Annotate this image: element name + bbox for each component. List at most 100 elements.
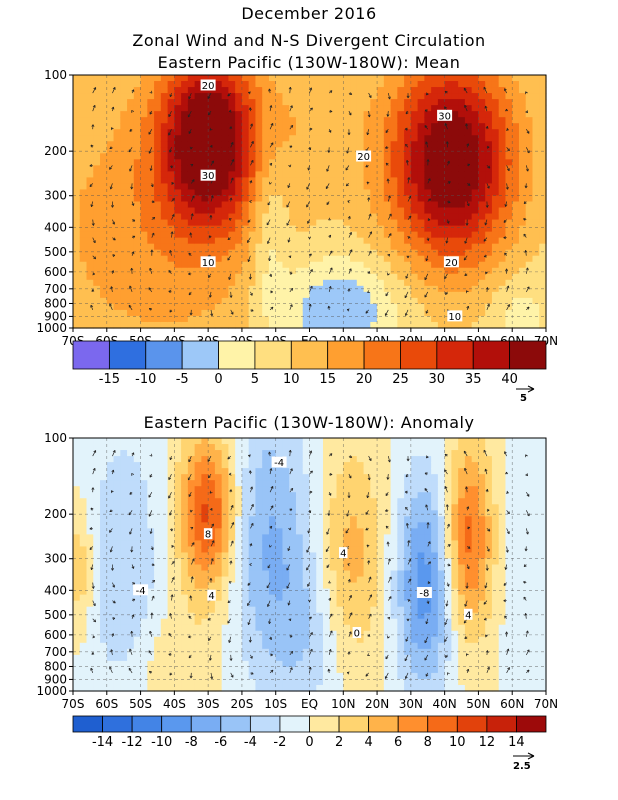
field-cell [437, 171, 446, 178]
field-cell [214, 444, 223, 451]
field-cell [86, 255, 94, 263]
field-cell [424, 189, 432, 197]
field-cell [208, 684, 216, 692]
field-cell [167, 552, 175, 560]
field-cell [181, 81, 189, 88]
vector-arrow-head [346, 308, 350, 312]
field-cell [160, 141, 169, 148]
field-cell [167, 618, 175, 626]
field-cell [248, 588, 257, 596]
field-cell [214, 99, 223, 106]
vector-arrow-head [131, 89, 135, 93]
field-cell [248, 261, 257, 269]
field-cell [154, 552, 162, 560]
field-cell [329, 213, 338, 221]
field-cell [248, 153, 257, 160]
vector-arrow-head [247, 219, 251, 223]
field-cell [268, 153, 277, 160]
vector-arrow-head [444, 276, 447, 279]
field-cell [539, 159, 547, 166]
field-cell [343, 153, 351, 160]
field-cell [532, 75, 540, 82]
field-cell [289, 261, 297, 269]
field-cell [336, 129, 344, 136]
field-cell [390, 117, 398, 124]
field-cell [525, 117, 534, 124]
field-cell [539, 303, 547, 311]
field-cell [73, 672, 81, 680]
field-cell [512, 213, 520, 221]
field-cell [127, 462, 135, 469]
field-cell [444, 297, 452, 305]
field-cell [86, 231, 94, 239]
field-cell [106, 129, 115, 136]
field-cell [235, 129, 243, 136]
vector-arrow-head [447, 200, 451, 204]
field-cell [93, 201, 101, 209]
field-cell [262, 207, 270, 215]
field-cell [316, 309, 324, 317]
colorbar-label: 10 [283, 372, 300, 387]
field-cell [181, 111, 189, 118]
field-cell [174, 147, 182, 154]
field-cell [437, 315, 446, 323]
field-cell [437, 93, 446, 100]
field-cell [262, 456, 270, 463]
field-cell [133, 528, 142, 535]
field-cell [377, 75, 385, 82]
field-cell [343, 183, 351, 191]
field-cell [241, 474, 250, 481]
field-cell [113, 93, 121, 100]
field-cell [93, 660, 101, 668]
field-cell [86, 660, 94, 668]
field-cell [120, 654, 128, 662]
field-cell [451, 279, 459, 287]
field-cell [302, 255, 311, 263]
field-cell [127, 564, 135, 572]
field-cell [343, 219, 351, 227]
field-cell [539, 189, 547, 197]
field-cell [491, 213, 500, 221]
vector-arrow [446, 237, 448, 244]
field-cell [262, 195, 270, 203]
vector-arrow-head [227, 237, 231, 240]
field-cell [437, 159, 446, 166]
field-cell [356, 123, 365, 130]
field-cell [532, 87, 540, 94]
field-cell [241, 225, 250, 233]
field-cell [255, 207, 263, 215]
field-cell [208, 444, 216, 451]
field-cell [194, 600, 202, 608]
field-cell [133, 261, 142, 269]
field-cell [221, 99, 230, 106]
field-cell [167, 642, 175, 650]
field-cell [275, 279, 284, 287]
field-cell [187, 117, 196, 124]
field-cell [208, 273, 216, 281]
field-cell [208, 135, 216, 142]
field-cell [187, 231, 196, 239]
field-cell [336, 93, 344, 100]
field-cell [363, 177, 371, 185]
field-cell [248, 456, 257, 463]
field-cell [100, 504, 108, 511]
field-cell [464, 273, 473, 281]
field-cell [268, 510, 277, 517]
field-cell [86, 606, 94, 614]
field-cell [187, 600, 196, 608]
field-cell [410, 219, 419, 227]
field-cell [73, 141, 81, 148]
field-cell [201, 474, 209, 481]
field-cell [491, 93, 500, 100]
vector-arrow [112, 87, 116, 94]
field-cell [275, 438, 284, 445]
field-cell [221, 165, 230, 172]
field-cell [160, 153, 169, 160]
field-cell [383, 153, 392, 160]
field-cell [235, 207, 243, 215]
field-cell [275, 201, 284, 209]
field-cell [275, 588, 284, 596]
field-cell [147, 171, 155, 178]
field-cell [248, 279, 257, 287]
field-cell [174, 528, 182, 535]
